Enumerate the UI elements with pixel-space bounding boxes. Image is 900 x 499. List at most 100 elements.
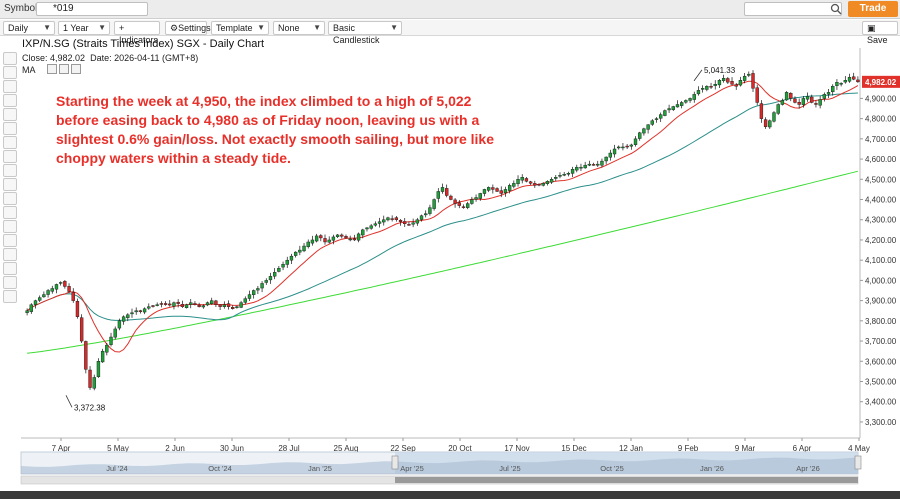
candle-body: [424, 213, 428, 216]
status-bar: [0, 491, 900, 499]
highlighter-icon[interactable]: [3, 276, 17, 289]
candle-body: [503, 189, 508, 194]
overlay-select[interactable]: None ▼: [273, 21, 325, 35]
indicators-button[interactable]: + Indicators: [114, 21, 160, 45]
candle-body: [126, 314, 130, 318]
x-tick-label: 17 Nov: [504, 444, 529, 453]
candle-body: [348, 238, 352, 241]
candle-body: [747, 73, 751, 76]
cycle-tool[interactable]: [3, 234, 17, 247]
channel-tool[interactable]: [3, 136, 17, 149]
candle-body: [604, 156, 608, 162]
settings-button[interactable]: ⚙Settings: [165, 21, 211, 35]
candle-body: [415, 219, 419, 224]
candle-body: [721, 77, 726, 81]
chart-style-select[interactable]: Basic Candlestick ▼: [328, 21, 402, 45]
text-tool[interactable]: [3, 178, 17, 191]
trend-line-tool[interactable]: [3, 108, 17, 121]
candle-body: [692, 94, 696, 100]
vertical-line-tool[interactable]: [3, 94, 17, 107]
line-tool[interactable]: [3, 66, 17, 79]
y-tick-label: 3,900.00: [865, 297, 897, 306]
cursor-tool[interactable]: [3, 52, 17, 65]
candle-body: [268, 276, 273, 281]
gann-tool[interactable]: [3, 206, 17, 219]
arrow-line-tool[interactable]: [3, 122, 17, 135]
candle-body: [96, 361, 101, 378]
candle-body: [814, 103, 818, 105]
candle-body: [184, 304, 189, 309]
candle-body: [293, 251, 298, 256]
gear-icon: ⚙: [170, 23, 179, 33]
candle-body: [835, 82, 839, 86]
candle-body: [327, 239, 331, 243]
navigator-scroll-thumb: [395, 477, 858, 483]
search-icon[interactable]: [830, 3, 842, 15]
ray-tool[interactable]: [3, 80, 17, 93]
checkbox-icon[interactable]: [47, 64, 57, 74]
period-value: Daily: [8, 23, 29, 33]
candle-body: [587, 163, 592, 166]
y-tick-label: 4,400.00: [865, 196, 897, 205]
navigator-handle-left: [391, 455, 399, 470]
candle-body: [663, 110, 667, 116]
x-tick-label: 12 Jan: [619, 444, 643, 453]
candle-body: [235, 306, 239, 308]
eraser-icon[interactable]: [3, 290, 17, 303]
range-select[interactable]: 1 Year ▼: [58, 21, 110, 35]
candle-body: [403, 221, 407, 224]
x-tick-label: 9 Mar: [735, 444, 756, 453]
candle-body: [356, 233, 361, 241]
candle-body: [654, 118, 659, 120]
circle-tool[interactable]: [3, 220, 17, 233]
candle-body: [214, 300, 218, 305]
candle-body: [591, 164, 596, 166]
search-input[interactable]: [744, 2, 842, 16]
fibonacci-tool[interactable]: [3, 192, 17, 205]
save-icon: ▣: [867, 23, 876, 33]
y-tick-label: 4,600.00: [865, 155, 897, 164]
date-value: 2026-04-11 (GMT+8): [114, 53, 199, 63]
candle-body: [491, 187, 495, 190]
candle-body: [466, 203, 470, 208]
trade-button[interactable]: Trade: [848, 1, 898, 17]
ma-mid-line: [26, 92, 858, 321]
template-value: Template: [216, 23, 253, 33]
close-icon[interactable]: [71, 64, 81, 74]
plus-icon: +: [119, 23, 125, 33]
x-tick-label: 15 Dec: [561, 444, 586, 453]
candle-body: [71, 292, 75, 301]
navigator-label: Oct '24: [208, 464, 232, 473]
y-tick-label: 4,700.00: [865, 135, 897, 144]
candle-body: [79, 317, 84, 342]
candle-body: [680, 102, 684, 106]
pitchfork-tool[interactable]: [3, 150, 17, 163]
overlay-value: None: [278, 23, 300, 33]
candle-body: [852, 76, 856, 80]
candle-body: [751, 73, 755, 89]
candle-body: [340, 234, 344, 237]
candle-body: [193, 303, 197, 305]
period-select[interactable]: Daily ▼: [3, 21, 55, 35]
down-arrow-icon[interactable]: [3, 262, 17, 275]
candle-body: [596, 163, 600, 166]
candle-body: [495, 188, 499, 192]
candle-body: [688, 98, 692, 101]
symbol-input[interactable]: *019: [36, 2, 148, 16]
candle-body: [499, 190, 503, 194]
chart-style-value: Basic Candlestick: [333, 23, 380, 45]
candle-body: [600, 160, 604, 166]
candle-body: [231, 307, 235, 309]
y-tick-label: 4,800.00: [865, 115, 897, 124]
rectangle-tool[interactable]: [3, 164, 17, 177]
gear-icon[interactable]: [59, 64, 69, 74]
candle-body: [75, 301, 80, 317]
navigator[interactable]: Jul '24 Oct '24 Jan '25 Apr '25 Jul '25 Oct '…: [20, 451, 862, 485]
candle-body: [58, 282, 63, 284]
symbols-label: Symbols:: [4, 3, 46, 14]
candle-body: [533, 183, 537, 186]
up-arrow-icon[interactable]: [3, 248, 17, 261]
save-button[interactable]: ▣ Save: [862, 21, 898, 45]
template-select[interactable]: Template ▼: [211, 21, 269, 35]
